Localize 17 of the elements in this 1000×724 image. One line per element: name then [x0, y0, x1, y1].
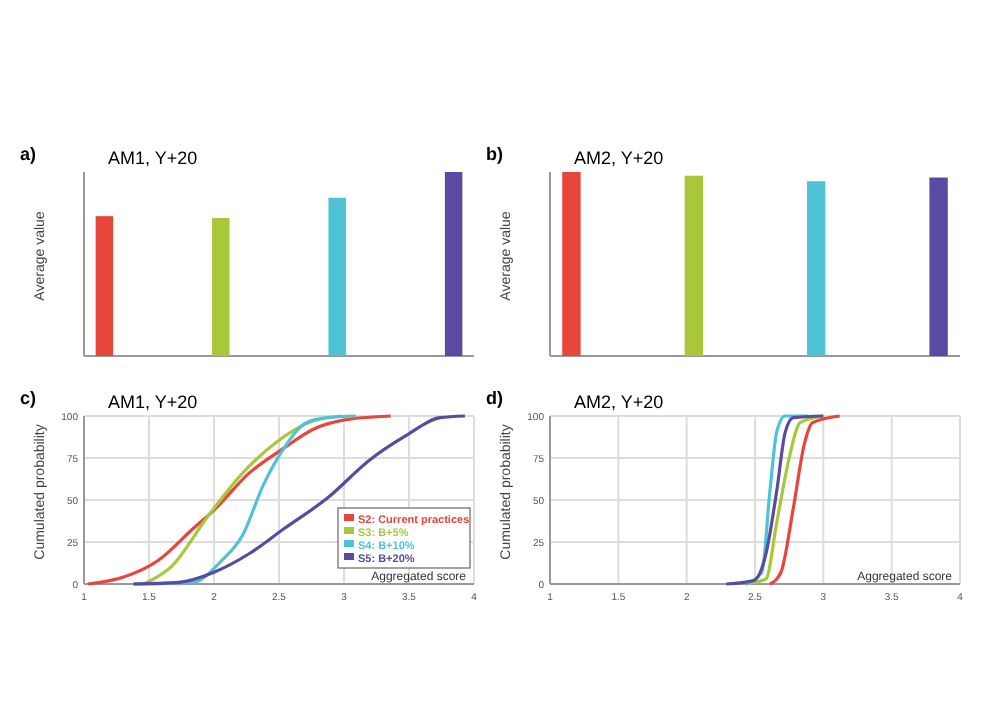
- text: d): [486, 388, 503, 408]
- bar: [212, 218, 230, 356]
- line-series: [743, 414, 810, 586]
- line-series: [768, 414, 842, 586]
- text: b): [486, 144, 503, 164]
- bar: [444, 172, 463, 356]
- chart-title: AM1, Y+20: [108, 148, 198, 168]
- bar: [328, 197, 346, 356]
- line-series: [131, 414, 467, 586]
- line-series: [743, 414, 825, 586]
- bar: [95, 216, 114, 356]
- text: a): [20, 144, 37, 164]
- chart-title: AM2, Y+20: [574, 148, 664, 168]
- text: c): [20, 388, 37, 408]
- line-series: [724, 414, 825, 586]
- chart-title: AM1, Y+20: [108, 392, 198, 412]
- chart-title: AM2, Y+20: [574, 392, 664, 412]
